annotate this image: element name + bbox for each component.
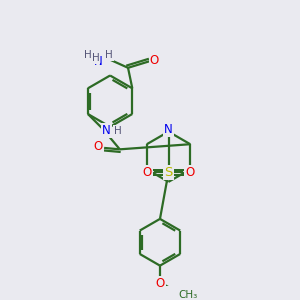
- Text: O: O: [155, 277, 165, 290]
- Text: O: O: [143, 166, 152, 178]
- Text: S: S: [164, 166, 173, 178]
- Text: H: H: [114, 125, 122, 136]
- Text: O: O: [185, 166, 194, 178]
- Text: H: H: [84, 50, 92, 60]
- Text: O: O: [150, 54, 159, 67]
- Text: H: H: [105, 50, 113, 60]
- Text: H: H: [92, 53, 99, 63]
- Text: N: N: [94, 55, 103, 68]
- Text: N: N: [102, 124, 111, 137]
- Text: N: N: [164, 124, 173, 136]
- Text: O: O: [94, 140, 103, 153]
- Text: CH₃: CH₃: [179, 290, 198, 300]
